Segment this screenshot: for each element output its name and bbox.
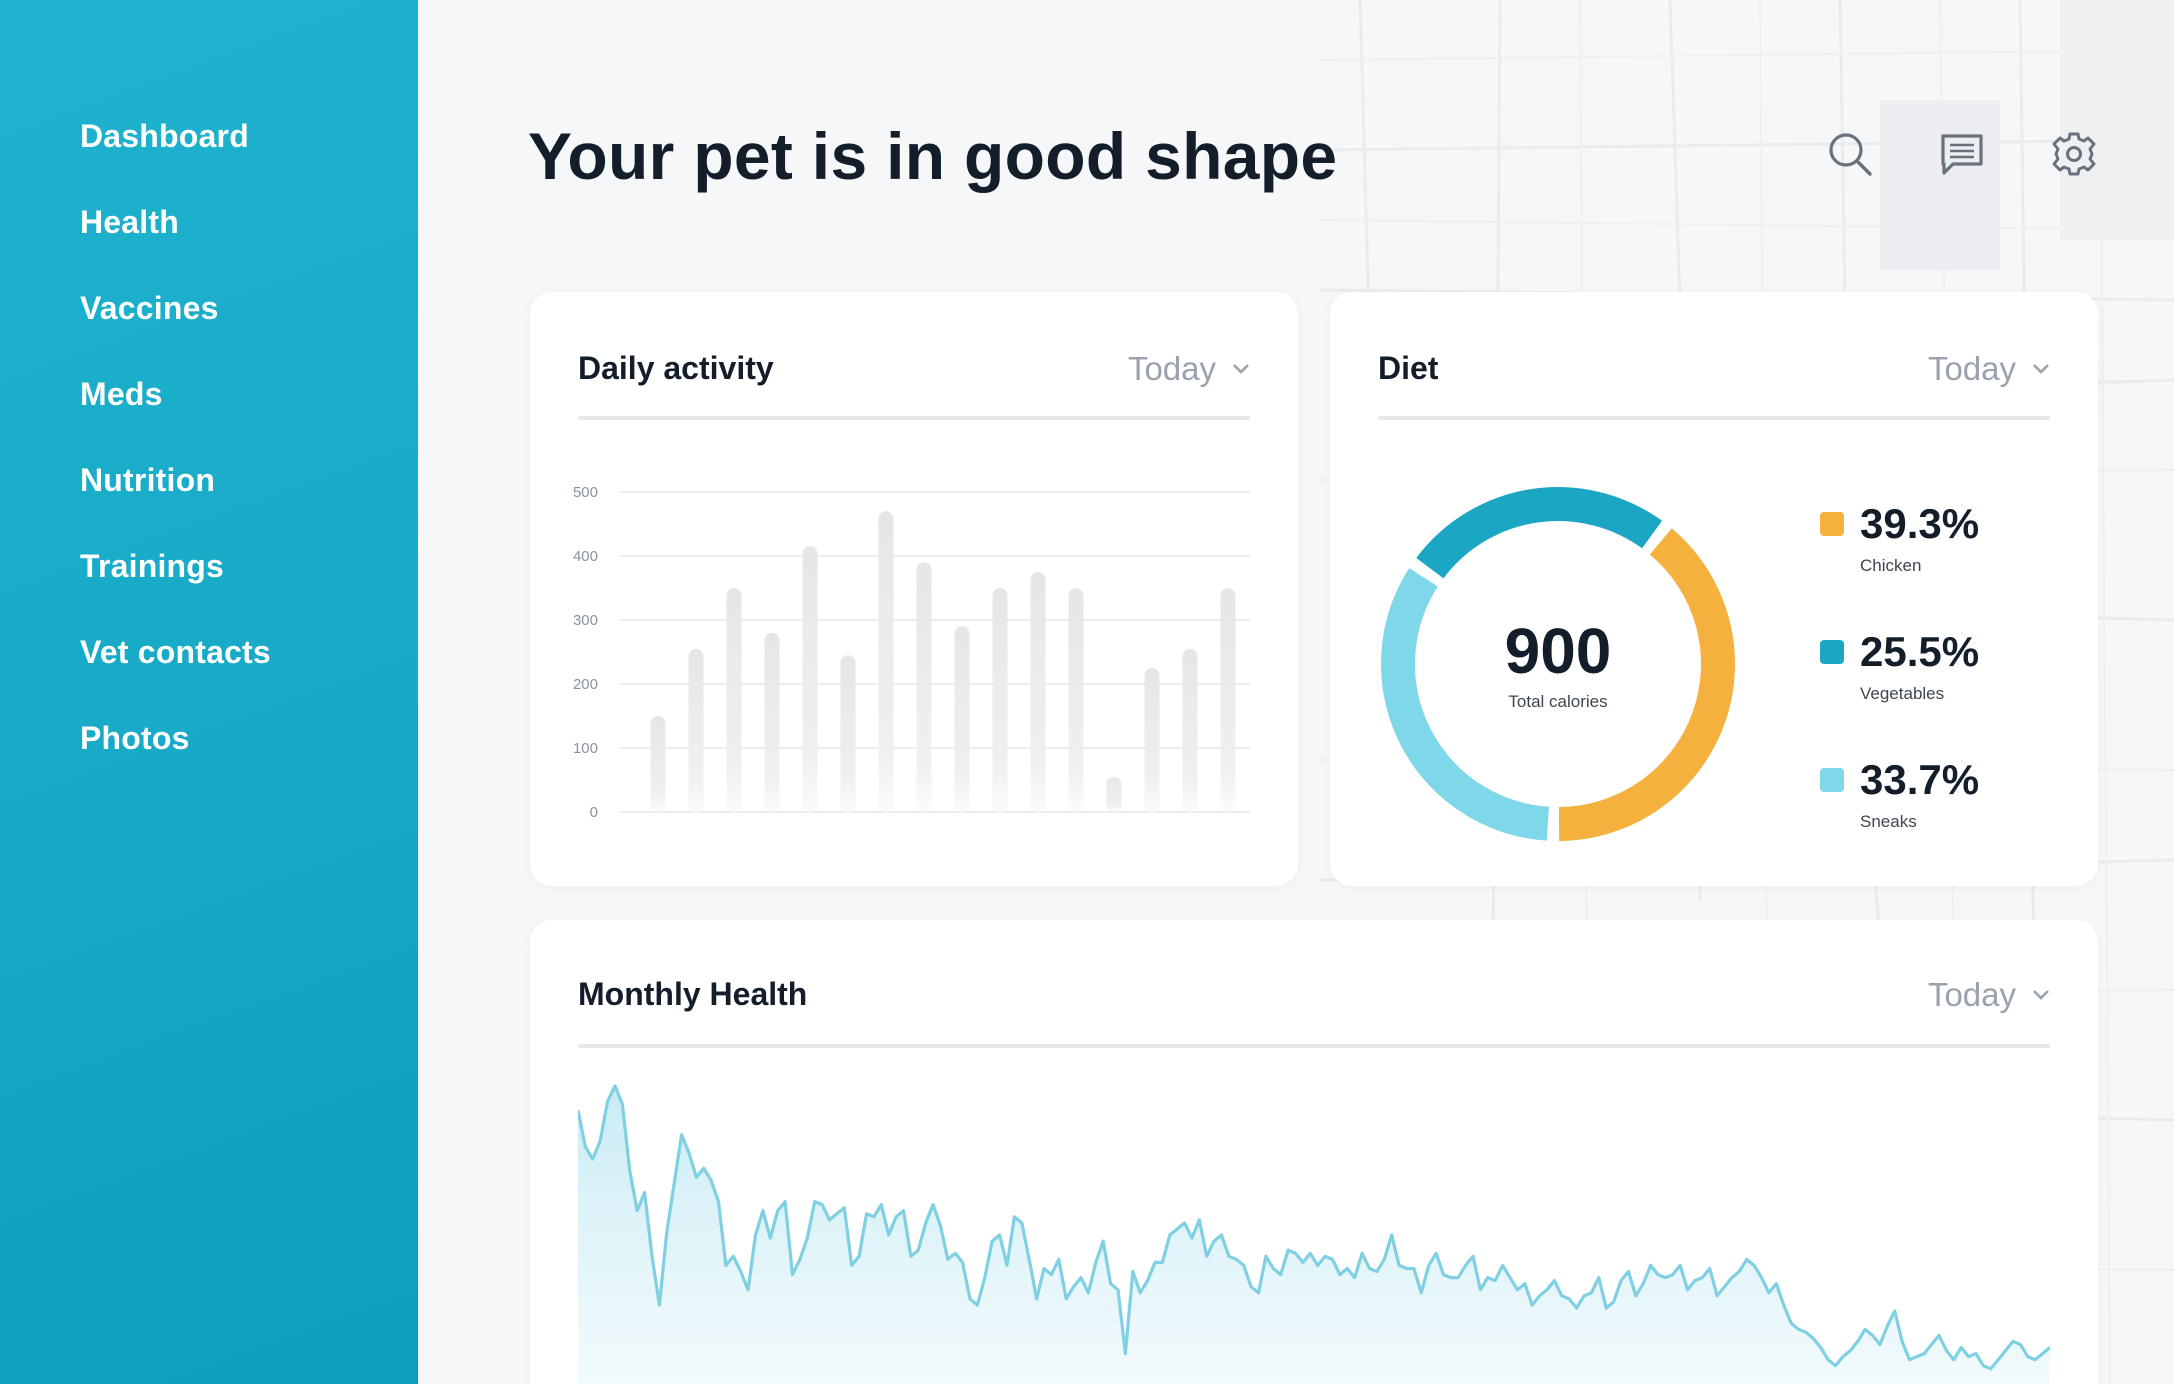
sidebar-item-photos[interactable]: Photos [80, 720, 190, 756]
y-tick-label: 500 [573, 484, 598, 501]
activity-bar[interactable] [878, 511, 894, 812]
sidebar-item-vaccines[interactable]: Vaccines [80, 290, 219, 326]
activity-bar[interactable] [916, 562, 932, 812]
sidebar-item-health[interactable]: Health [80, 204, 179, 240]
legend-swatch-sneaks [1820, 768, 1844, 792]
legend-swatch-vegetables [1820, 640, 1844, 664]
sidebar: Dashboard Health Vaccines Meds Nutrition… [0, 0, 418, 1384]
activity-bar[interactable] [726, 588, 742, 812]
legend-label-sneaks: Sneaks [1860, 812, 1917, 831]
sidebar-item-vet-contacts[interactable]: Vet contacts [80, 634, 271, 670]
activity-bar[interactable] [1068, 588, 1084, 812]
activity-bar[interactable] [802, 546, 818, 812]
legend-value-sneaks: 33.7% [1860, 756, 1980, 803]
card-divider [578, 1044, 2050, 1048]
donut-slice-chicken[interactable] [1558, 528, 1735, 841]
monthly-health-card: Monthly Health Today [530, 920, 2098, 1384]
filter-label: Today [1127, 350, 1216, 387]
settings-button[interactable] [2048, 128, 2100, 180]
sidebar-item-meds[interactable]: Meds [80, 376, 163, 412]
activity-bar[interactable] [954, 626, 970, 812]
activity-bar[interactable] [688, 648, 704, 812]
monthly-health-area-chart [578, 1084, 2050, 1384]
legend-label-chicken: Chicken [1860, 556, 1922, 575]
legend-label-vegetables: Vegetables [1860, 684, 1945, 703]
filter-label: Today [1927, 976, 2016, 1013]
daily-activity-filter[interactable]: Today [1128, 350, 1250, 388]
activity-bar[interactable] [1030, 572, 1046, 812]
daily-activity-card: Daily activity Today 500 400 300 200 100 0 [530, 292, 1298, 886]
activity-bar[interactable] [650, 716, 666, 812]
activity-bar[interactable] [992, 588, 1008, 812]
diet-card: Diet Today 900 Total calories 39.3% Chic… [1330, 292, 2098, 886]
total-calories-value: 900 [1504, 615, 1612, 687]
sidebar-item-nutrition[interactable]: Nutrition [80, 462, 216, 498]
diet-donut-chart [1381, 487, 1735, 841]
activity-bar[interactable] [1220, 588, 1236, 812]
sidebar-item-trainings[interactable]: Trainings [80, 548, 225, 584]
search-button[interactable] [1824, 128, 1876, 180]
search-icon [1829, 133, 1872, 176]
health-area-fill [578, 1086, 2050, 1384]
total-calories-label: Total calories [1508, 692, 1608, 711]
diet-title: Diet [1378, 350, 1439, 386]
activity-bar[interactable] [764, 632, 780, 812]
chevron-down-icon [1233, 364, 1249, 374]
sidebar-item-dashboard[interactable]: Dashboard [80, 118, 249, 154]
donut-slice-vegetables[interactable] [1416, 487, 1663, 579]
card-divider [1378, 416, 2050, 420]
donut-slice-sneaks[interactable] [1381, 568, 1550, 841]
activity-bar[interactable] [1182, 648, 1198, 812]
activity-bar[interactable] [1144, 668, 1160, 812]
chevron-down-icon [2033, 990, 2049, 1000]
legend-swatch-chicken [1820, 512, 1844, 536]
y-tick-label: 200 [573, 676, 598, 693]
y-tick-label: 100 [573, 740, 598, 757]
health-line[interactable] [578, 1084, 2050, 1371]
messages-button[interactable] [1936, 128, 1988, 180]
card-divider [578, 416, 1250, 420]
legend-value-vegetables: 25.5% [1860, 628, 1980, 675]
y-tick-label: 400 [573, 548, 598, 565]
filter-label: Today [1927, 350, 2016, 387]
activity-bar[interactable] [840, 655, 856, 812]
gear-icon [2052, 132, 2096, 176]
daily-activity-title: Daily activity [578, 350, 774, 386]
daily-activity-bar-chart: 500 400 300 200 100 0 [573, 484, 1250, 821]
activity-bar[interactable] [1106, 776, 1122, 812]
monthly-health-filter[interactable]: Today [1928, 976, 2050, 1014]
diet-filter[interactable]: Today [1928, 350, 2050, 388]
y-tick-label: 300 [573, 612, 598, 629]
chevron-down-icon [2033, 364, 2049, 374]
y-tick-label: 0 [590, 804, 598, 821]
legend-value-chicken: 39.3% [1860, 500, 1980, 547]
page-title: Your pet is in good shape [528, 119, 1338, 193]
message-icon [1941, 134, 1983, 175]
monthly-health-title: Monthly Health [578, 976, 808, 1012]
